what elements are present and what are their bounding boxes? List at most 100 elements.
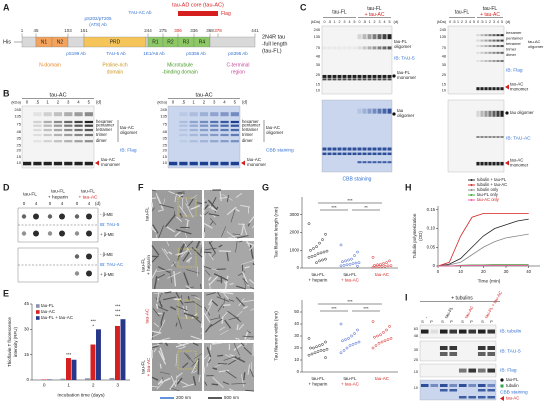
texture	[211, 342, 217, 345]
label: tetramer	[96, 127, 113, 132]
band	[342, 74, 347, 78]
residue: 336	[190, 28, 198, 33]
bar	[41, 379, 47, 380]
label: tau-FL	[81, 188, 95, 194]
x-tick-label: 0	[437, 269, 440, 274]
label: 2	[57, 100, 60, 105]
band	[362, 46, 367, 50]
texture	[218, 369, 230, 373]
texture	[158, 319, 166, 334]
label: 5	[501, 20, 503, 24]
label: 3	[67, 100, 70, 105]
label: tau-FL	[397, 70, 411, 75]
band	[332, 152, 337, 156]
label: 35	[17, 135, 22, 140]
label: (d)	[95, 201, 101, 206]
band	[500, 34, 504, 37]
texture	[210, 221, 214, 226]
x-tick-label: + heparin	[309, 382, 328, 387]
texture	[161, 337, 171, 341]
band	[480, 34, 484, 37]
texture	[219, 197, 228, 199]
texture	[244, 277, 246, 288]
label: pS356 Ab	[186, 51, 206, 56]
panel-letter: B	[3, 88, 10, 98]
texture	[209, 317, 220, 321]
band	[367, 147, 372, 151]
band	[496, 39, 500, 42]
blot	[447, 25, 505, 95]
label: 135	[14, 114, 21, 119]
x-tick-label: + tau-AC	[341, 382, 360, 387]
point	[351, 262, 355, 265]
label: .5	[182, 100, 186, 105]
band	[230, 124, 239, 127]
band	[337, 74, 342, 78]
x-tick-label: 3	[116, 382, 119, 388]
point	[339, 351, 343, 355]
label: + tau-AC	[146, 357, 152, 377]
band	[332, 46, 337, 50]
band	[199, 128, 209, 132]
y-tick-label: 20	[294, 345, 299, 350]
band	[477, 352, 486, 356]
label: tau-AC	[101, 157, 116, 162]
band	[484, 39, 488, 42]
band	[352, 46, 357, 50]
label: monomer	[101, 162, 121, 167]
label: IB: TAU-5	[394, 55, 415, 61]
band	[496, 45, 500, 48]
band	[230, 120, 239, 124]
texture	[248, 279, 255, 284]
band	[484, 136, 488, 138]
texture	[209, 205, 218, 212]
residue: 1	[21, 28, 24, 33]
band	[337, 46, 342, 50]
texture	[240, 342, 245, 347]
x-tick-label: 20	[481, 269, 486, 274]
band	[439, 352, 448, 356]
x-tick-label: 30	[504, 269, 509, 274]
marker	[95, 160, 99, 166]
texture	[233, 343, 243, 351]
band	[84, 161, 93, 166]
label: 25	[316, 73, 320, 77]
texture	[247, 364, 251, 375]
label: monomer	[247, 162, 267, 167]
band	[488, 51, 492, 54]
label: + tau-AC	[365, 12, 385, 18]
texture	[175, 322, 178, 327]
label: tau-FL	[483, 6, 498, 12]
texture	[207, 359, 212, 364]
texture	[191, 359, 199, 367]
texture	[161, 376, 164, 382]
band	[230, 112, 239, 117]
point	[386, 338, 390, 341]
texture	[243, 305, 248, 310]
texture	[151, 330, 162, 334]
band	[458, 368, 467, 373]
point	[310, 255, 314, 258]
texture	[223, 293, 229, 300]
label: N-domain	[39, 62, 61, 68]
label: 25	[442, 73, 446, 77]
texture	[151, 207, 155, 212]
point	[315, 261, 318, 265]
band	[337, 147, 342, 151]
legend-marker	[470, 179, 473, 181]
marker	[505, 160, 509, 166]
texture	[249, 286, 255, 290]
texture	[163, 198, 166, 205]
domain	[67, 36, 85, 48]
label: IB: TAU-5	[500, 348, 521, 354]
texture	[236, 324, 239, 331]
y-tick-label: 45	[24, 301, 30, 306]
label: oligomer	[397, 113, 415, 118]
micrograph	[152, 190, 202, 238]
texture	[151, 255, 159, 263]
zoom-box	[177, 350, 197, 370]
label: 35	[442, 63, 446, 67]
label: 0	[49, 201, 52, 206]
texture	[206, 302, 213, 315]
texture	[235, 192, 243, 199]
